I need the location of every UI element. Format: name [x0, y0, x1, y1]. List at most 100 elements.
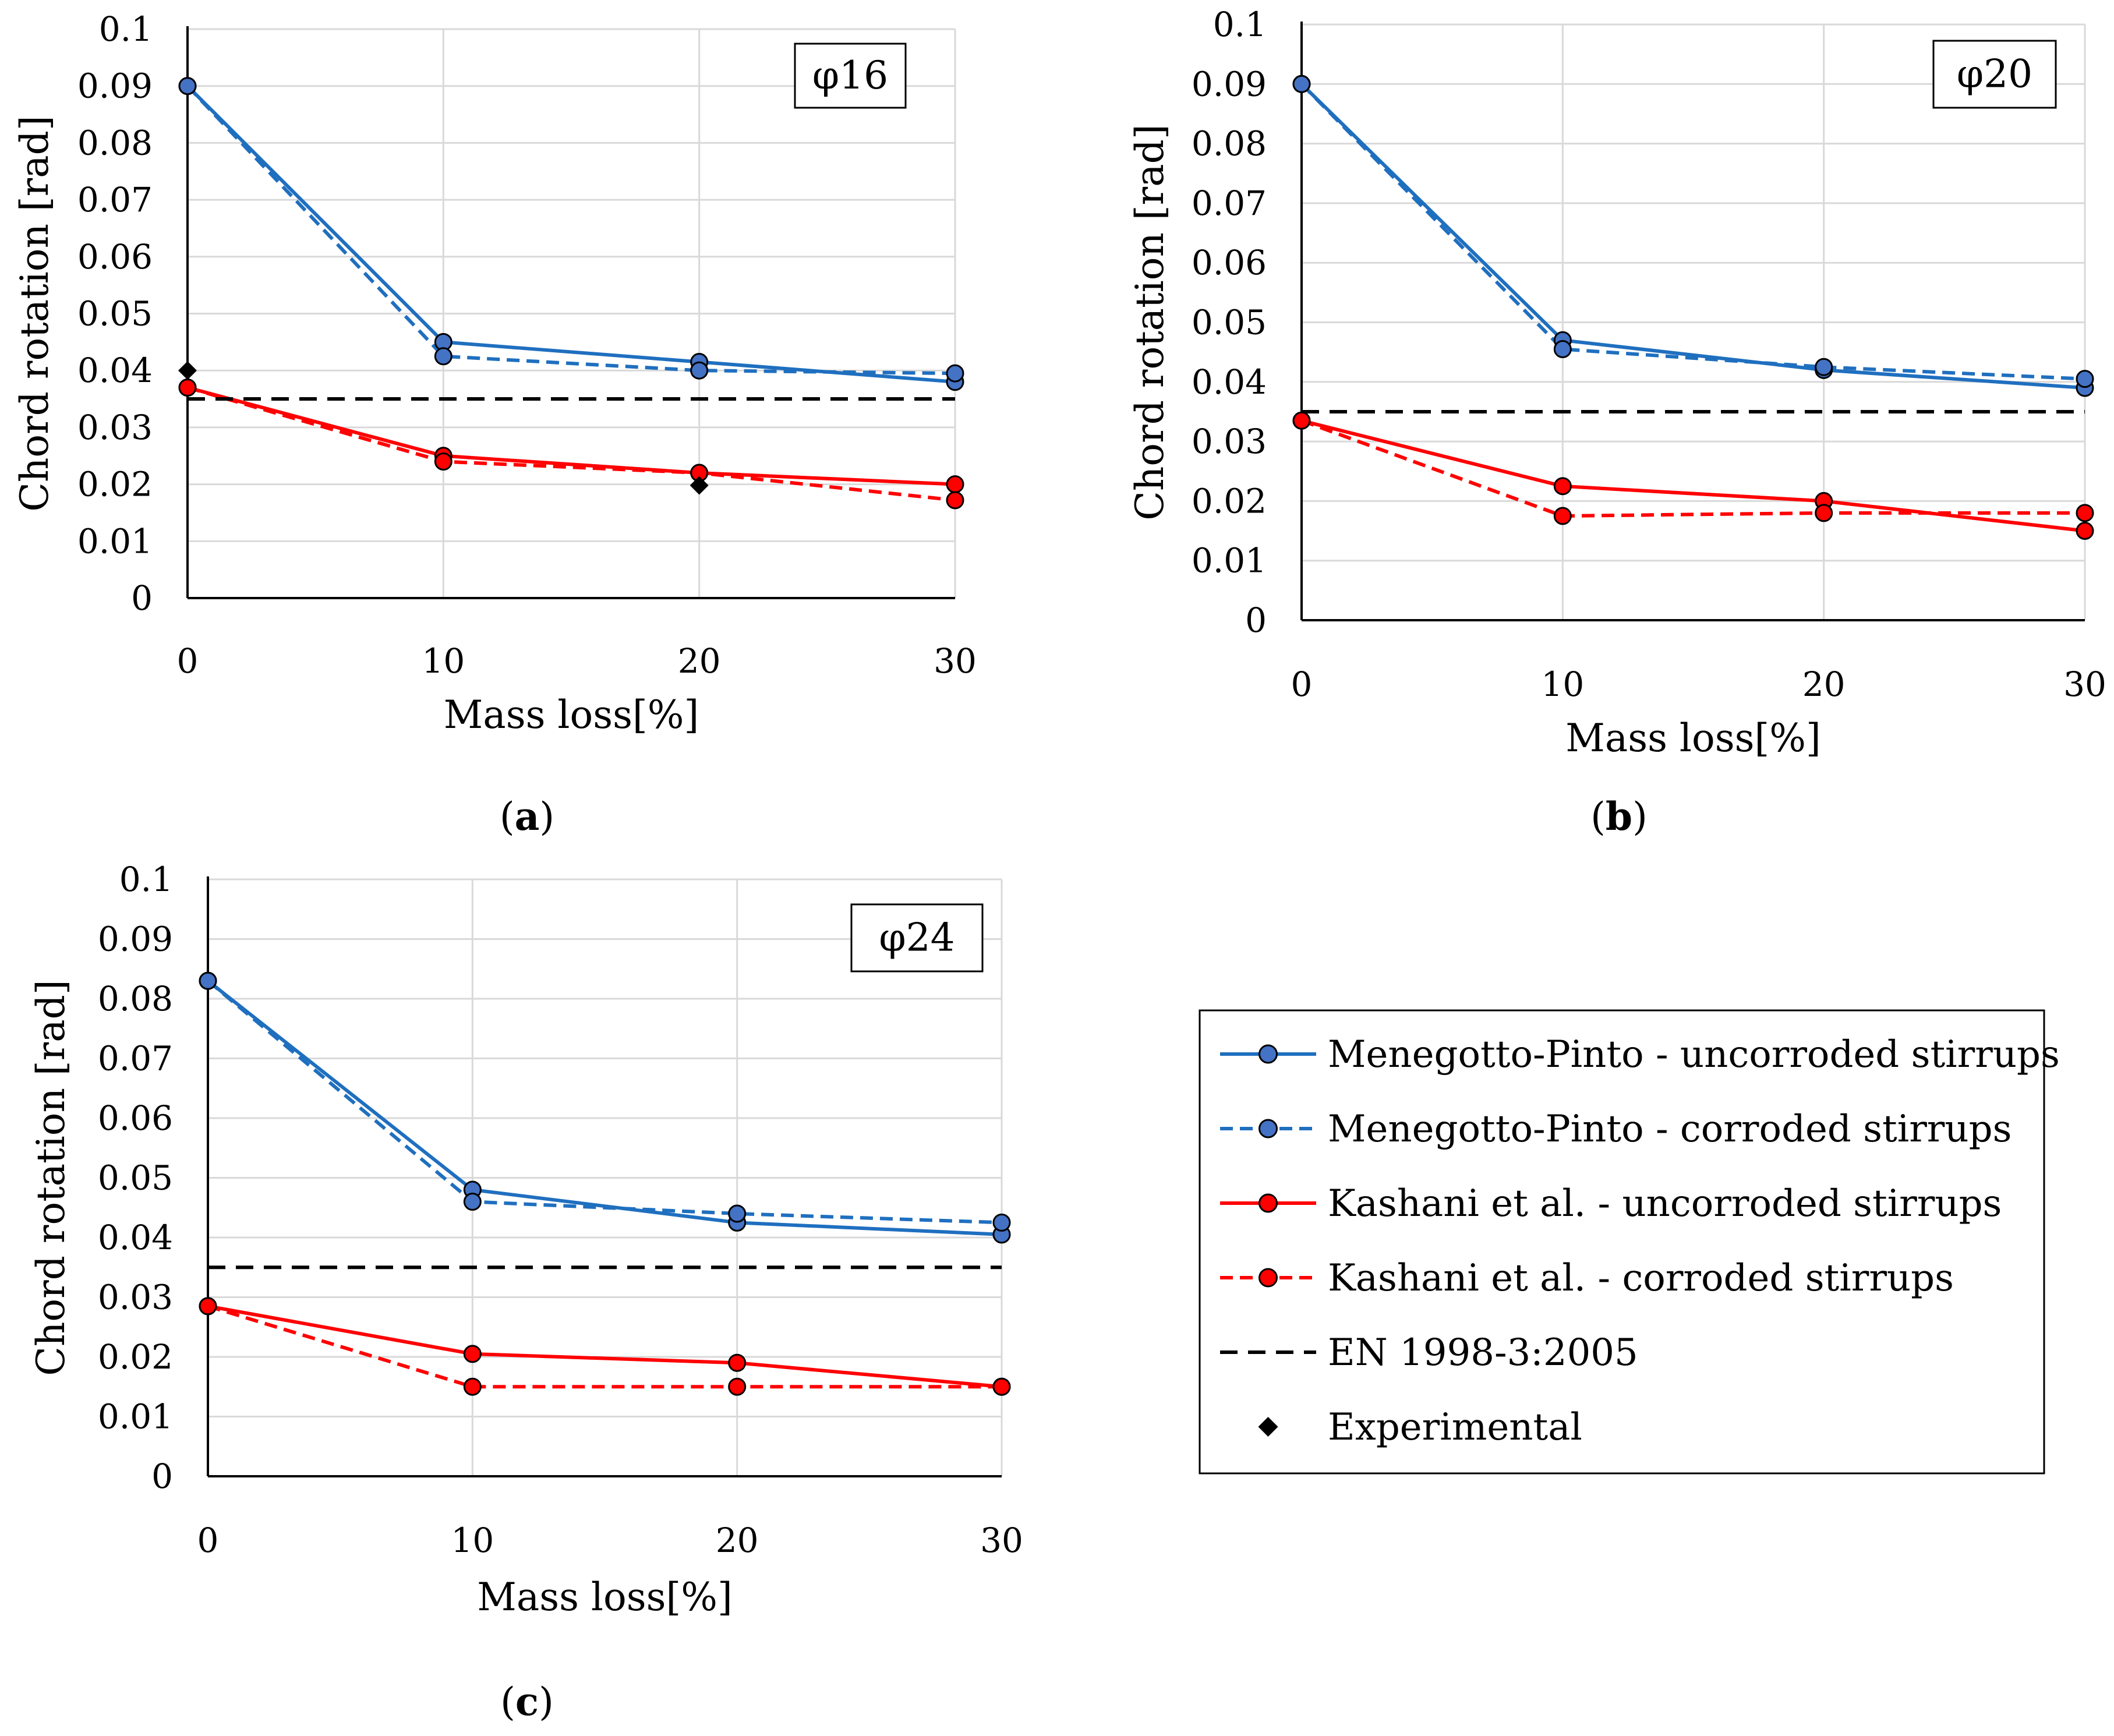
y-tick-label: 0.07 — [98, 1039, 173, 1079]
panel-label: (b) — [1590, 794, 1648, 839]
y-tick-label: 0.04 — [98, 1218, 173, 1257]
chart-panel-b: 0 0.01 0.02 0.03 0.04 0.05 0.06 0.07 0.08 0.09 0.1… — [1127, 5, 2106, 839]
series-line — [187, 386, 956, 486]
data-point — [1553, 477, 1572, 496]
x-tick-label: 10 — [1541, 664, 1584, 704]
gridlines — [186, 28, 956, 599]
chart-panel-a: 0 0.01 0.02 0.03 0.04 0.05 0.06 0.07 0.08 0.09 0.1… — [12, 9, 977, 839]
y-tick-label: 0.09 — [98, 920, 173, 959]
y-tick-label: 0.02 — [98, 1337, 173, 1377]
data-point — [463, 1377, 482, 1396]
data-point — [946, 364, 964, 383]
y-axis-label: Chord rotation [rad] — [12, 115, 57, 511]
data-point — [1553, 340, 1572, 359]
y-tick-label: 0 — [151, 1456, 173, 1496]
y-axis-label: Chord rotation [rad] — [29, 980, 73, 1376]
x-axis-label: Mass loss[%] — [444, 692, 699, 737]
panel-label-close: ) — [539, 1680, 554, 1724]
legend-item: Menegotto-Pinto - corroded stirrups — [1220, 1108, 2012, 1151]
data-point — [2076, 504, 2094, 522]
data-point — [1292, 411, 1311, 430]
series-line — [1300, 83, 2085, 381]
experimental-point — [690, 476, 709, 495]
data-point — [463, 1345, 482, 1363]
x-axis-label: Mass loss[%] — [1565, 716, 1820, 761]
legend-swatch-marker — [1258, 1193, 1278, 1213]
series-line — [187, 386, 956, 502]
series-line — [1300, 419, 2085, 518]
y-tick-label: 0.04 — [77, 351, 153, 390]
legend-item: Menegotto-Pinto - uncorroded stirrups — [1220, 1033, 2060, 1076]
y-tick-label: 0.06 — [98, 1098, 173, 1138]
legend-item: Kashani et al. - uncorroded stirrups — [1220, 1182, 2002, 1225]
x-tick-label: 20 — [678, 641, 721, 681]
panel-label-close: ) — [539, 794, 554, 839]
panel-label-open: ( — [500, 1680, 515, 1724]
bar-size-box — [794, 43, 907, 109]
series-line — [1301, 419, 2085, 533]
y-tick-label: 0.01 — [77, 521, 153, 561]
legend-swatch-marker — [1258, 1119, 1278, 1139]
series-line — [207, 979, 1002, 1225]
data-point — [946, 491, 964, 510]
data-point — [946, 475, 964, 494]
y-tick-label: 0.04 — [1192, 362, 1267, 402]
data-point — [728, 1377, 747, 1396]
data-point — [728, 1204, 747, 1223]
data-point — [690, 361, 709, 380]
data-point — [992, 1213, 1011, 1232]
data-point — [728, 1353, 747, 1372]
gridlines — [1300, 23, 2086, 621]
legend-item: Experimental — [1258, 1406, 1582, 1449]
x-tick-label: 0 — [197, 1521, 219, 1560]
y-tick-label: 0.1 — [99, 9, 153, 49]
y-tick-label: 0.08 — [98, 979, 173, 1019]
legend-label: EN 1998-3:2005 — [1328, 1331, 1638, 1374]
y-tick-label: 0.1 — [1213, 5, 1267, 44]
y-axis-label: Chord rotation [rad] — [1127, 124, 1172, 520]
y-tick-label: 0.05 — [77, 294, 153, 334]
series-line — [207, 979, 1002, 1236]
y-tick-label: 0.01 — [98, 1397, 173, 1437]
data-point — [1292, 75, 1311, 93]
series-line — [186, 84, 956, 384]
data-point — [434, 452, 453, 471]
y-tick-label: 0.09 — [77, 66, 153, 106]
legend-label: Kashani et al. - corroded stirrups — [1328, 1257, 1954, 1300]
y-tick-label: 0.02 — [77, 465, 153, 504]
data-point — [992, 1377, 1011, 1396]
data-point — [2076, 522, 2094, 540]
data-point — [199, 1297, 217, 1316]
panel-label: (a) — [500, 794, 554, 839]
series-line — [186, 84, 956, 376]
panel-label: (c) — [500, 1679, 554, 1724]
legend-label: Menegotto-Pinto - uncorroded stirrups — [1328, 1033, 2060, 1076]
data-point — [1553, 507, 1572, 525]
x-axis-label: Mass loss[%] — [477, 1575, 732, 1620]
legend-swatch-diamond — [1258, 1417, 1278, 1437]
data-point — [178, 379, 197, 397]
x-tick-label: 30 — [980, 1521, 1023, 1560]
data-point — [1815, 504, 1833, 522]
series-line — [207, 1304, 1002, 1389]
legend-label: Experimental — [1328, 1406, 1582, 1449]
y-tick-label: 0.08 — [77, 123, 153, 162]
y-tick-label: 0.01 — [1192, 541, 1267, 581]
y-tick-label: 0.05 — [1192, 303, 1267, 342]
legend-swatch-marker — [1258, 1268, 1278, 1288]
y-tick-label: 0.09 — [1192, 64, 1267, 104]
y-tick-label: 0.02 — [1192, 481, 1267, 521]
series-line — [1300, 83, 2085, 390]
chart-panel-c: 0 0.01 0.02 0.03 0.04 0.05 0.06 0.07 0.08 0.09 0.1… — [29, 860, 1023, 1724]
y-tick-label: 0.1 — [119, 860, 173, 899]
legend-swatch-marker — [1258, 1044, 1278, 1064]
experimental-point — [178, 361, 197, 380]
y-tick-label: 0 — [131, 578, 153, 618]
data-point — [178, 77, 197, 96]
panel-label-letter: c — [515, 1679, 539, 1724]
data-point — [463, 1193, 482, 1211]
bar-size-box — [850, 903, 984, 973]
series-line — [207, 1304, 1002, 1389]
panel-label-open: ( — [500, 794, 515, 839]
